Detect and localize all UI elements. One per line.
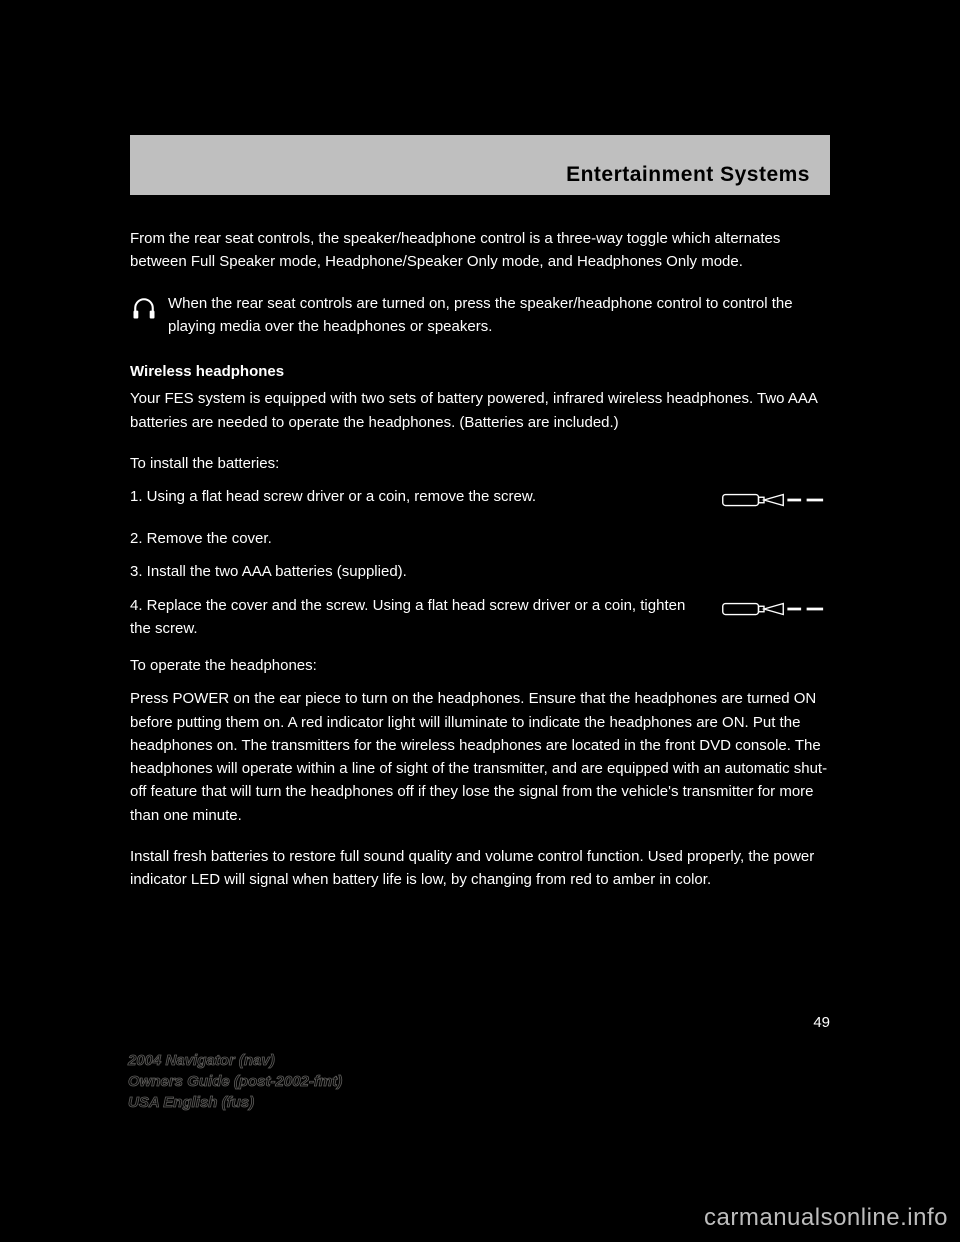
- paragraph-4-lead: To install the batteries:: [130, 452, 830, 475]
- paragraph-6: Press POWER on the ear piece to turn on …: [130, 687, 830, 827]
- footer-overlay: 2004 Navigator (nav) Owners Guide (post-…: [128, 1050, 342, 1113]
- paragraph-1: From the rear seat controls, the speaker…: [130, 227, 830, 274]
- paragraph-5: To operate the headphones:: [130, 654, 830, 677]
- footer-line-1: 2004 Navigator (nav): [128, 1050, 342, 1071]
- page-number: 49: [130, 1011, 830, 1034]
- step-1-row: 1. Using a flat head screw driver or a c…: [130, 485, 830, 513]
- screwdriver-icon: [720, 487, 830, 513]
- header-title: Entertainment Systems: [566, 163, 810, 187]
- footer-line-2: Owners Guide (post-2002-fmt): [128, 1071, 342, 1092]
- headphone-icon: [130, 294, 158, 322]
- paragraph-2-row: When the rear seat controls are turned o…: [130, 292, 830, 339]
- step-2: 2. Remove the cover.: [130, 527, 830, 550]
- step-4-row: 4. Replace the cover and the screw. Usin…: [130, 594, 830, 641]
- screwdriver-icon-2: [720, 596, 830, 622]
- step-1: 1. Using a flat head screw driver or a c…: [130, 485, 704, 508]
- step-3: 3. Install the two AAA batteries (suppli…: [130, 560, 830, 583]
- step-4: 4. Replace the cover and the screw. Usin…: [130, 594, 704, 641]
- paragraph-2: When the rear seat controls are turned o…: [168, 292, 830, 339]
- footer-line-3: USA English (fus): [128, 1092, 342, 1113]
- body-text: From the rear seat controls, the speaker…: [130, 227, 830, 1035]
- page-content: Entertainment Systems From the rear seat…: [130, 135, 830, 1035]
- paragraph-7: Install fresh batteries to restore full …: [130, 845, 830, 892]
- watermark: carmanualsonline.info: [704, 1204, 948, 1232]
- section-title-wireless: Wireless headphones: [130, 360, 830, 383]
- header-bar: Entertainment Systems: [130, 135, 830, 195]
- paragraph-3: Your FES system is equipped with two set…: [130, 387, 830, 434]
